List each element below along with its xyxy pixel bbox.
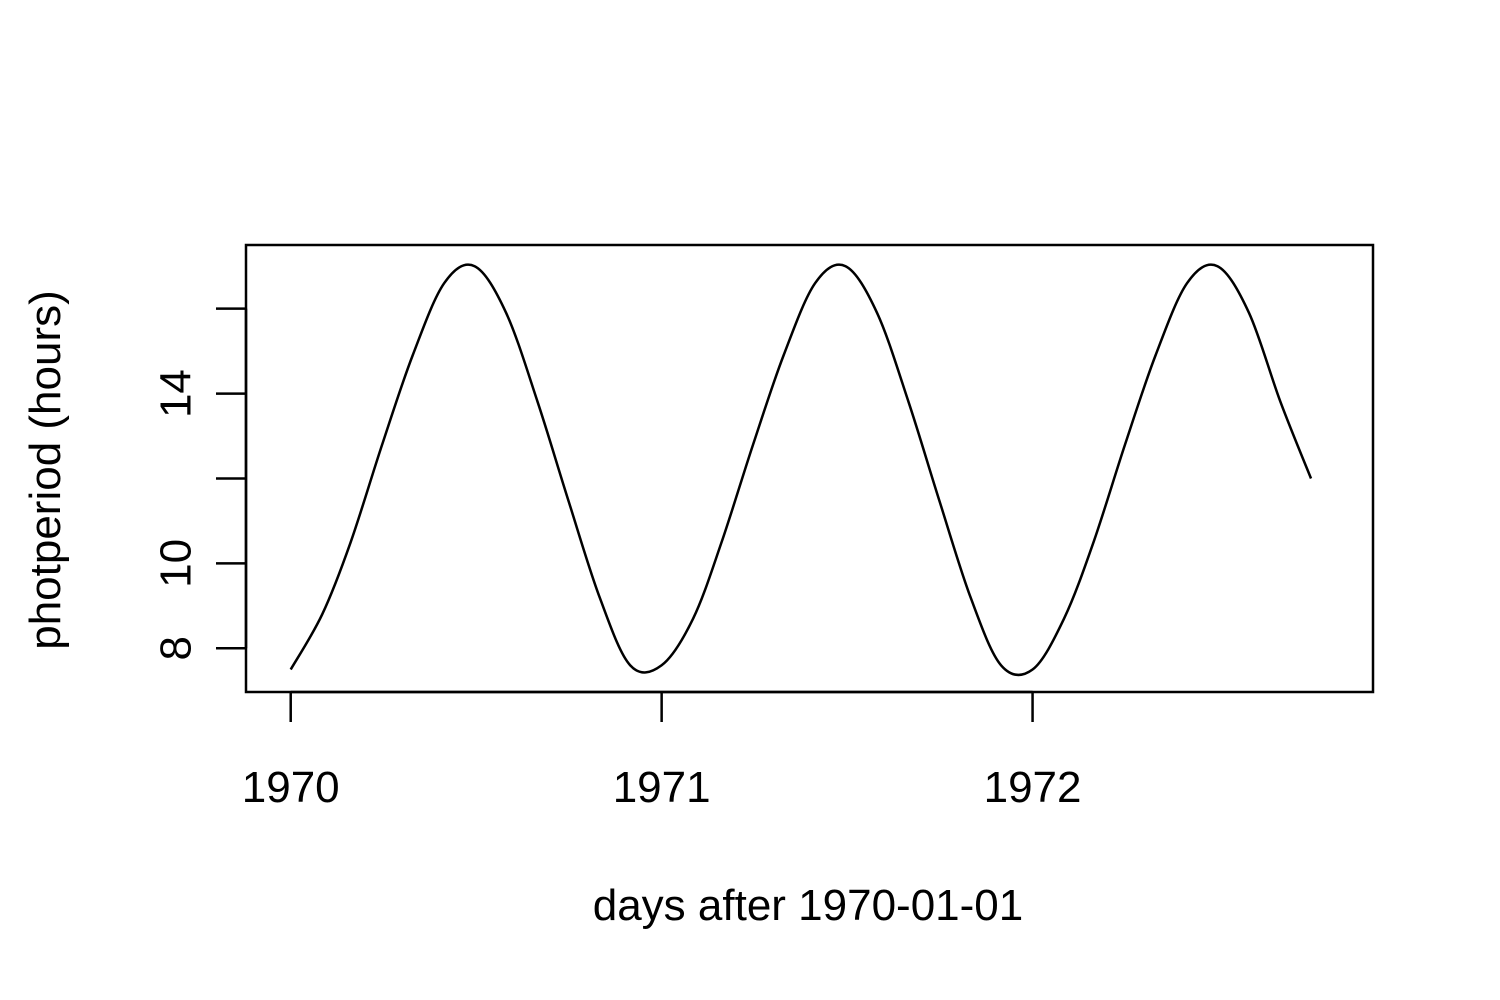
photoperiod-line <box>289 263 1313 677</box>
y-axis-label: photperiod (hours) <box>21 290 70 650</box>
x-tick-label: 1971 <box>613 763 711 812</box>
x-tick-label: 1970 <box>242 763 340 812</box>
plot-frame <box>244 243 1375 694</box>
y-tick-label: 8 <box>152 636 201 660</box>
x-axis-label: days after 1970-01-01 <box>593 881 1024 930</box>
x-axis: 1970 1971 1972 <box>242 690 1082 812</box>
y-axis: 8 10 14 <box>152 307 248 661</box>
y-tick-label: 10 <box>152 539 201 588</box>
series-layer <box>289 263 1313 677</box>
y-tick-label: 14 <box>152 369 201 418</box>
x-tick-label: 1972 <box>984 763 1082 812</box>
